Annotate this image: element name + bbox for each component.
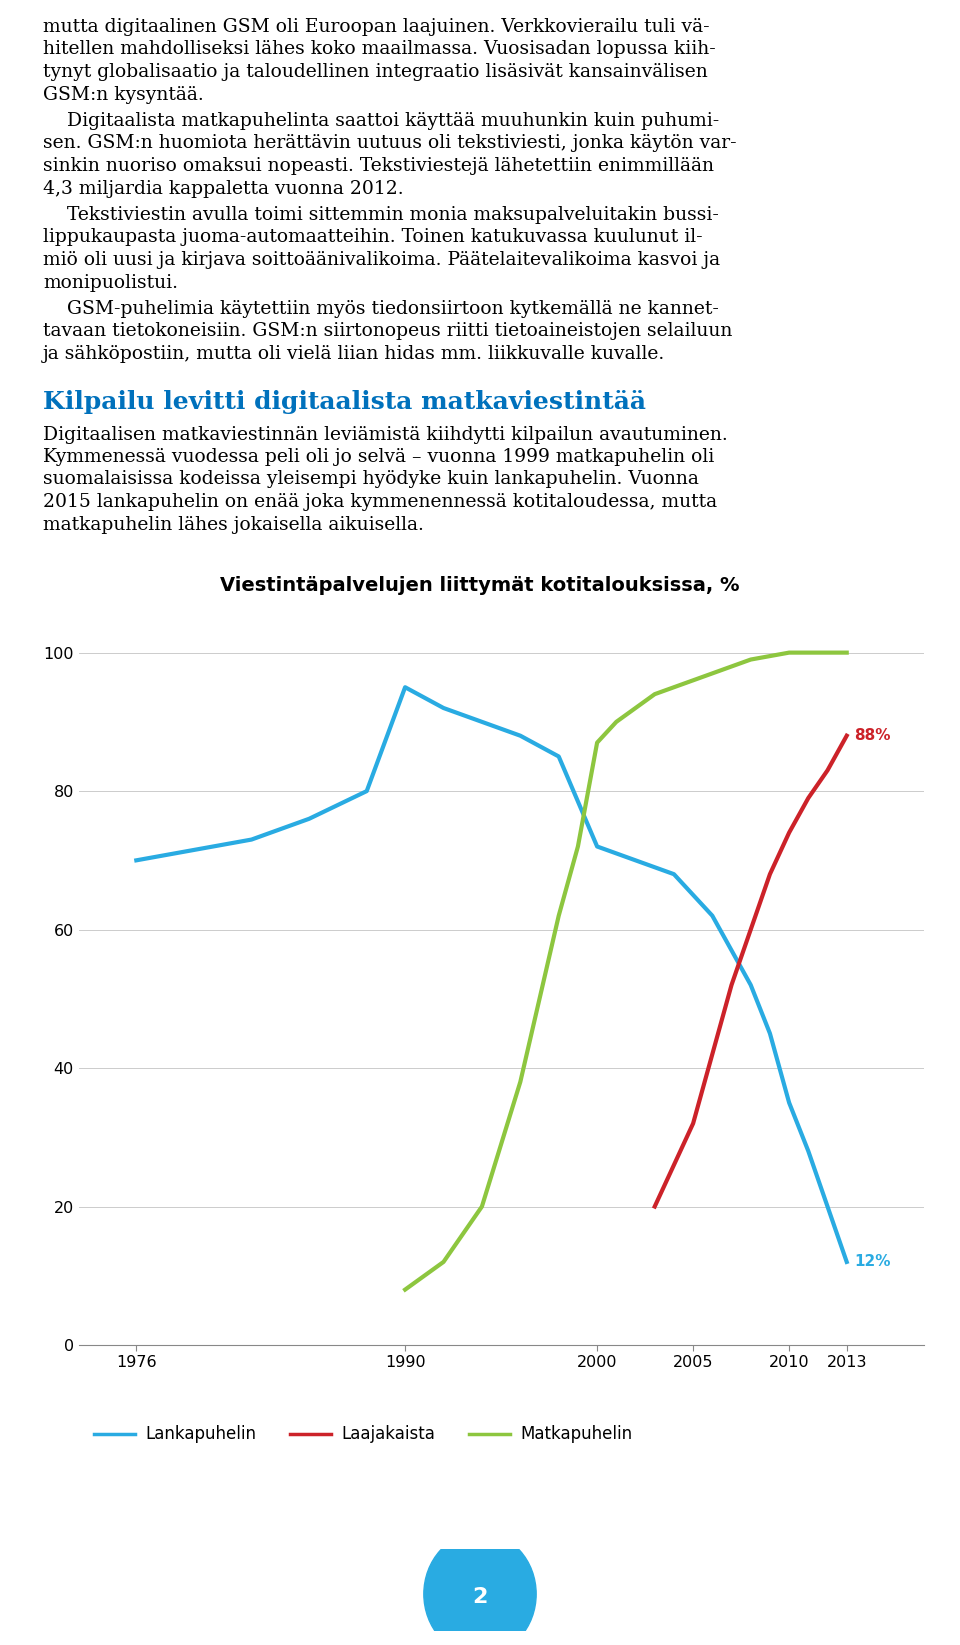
Text: matkapuhelin lähes jokaisella aikuisella.: matkapuhelin lähes jokaisella aikuisella… xyxy=(43,515,424,533)
Text: 2015 lankapuhelin on enää joka kymmenennessä kotitaloudessa, mutta: 2015 lankapuhelin on enää joka kymmenenn… xyxy=(43,494,717,512)
Text: tavaan tietokoneisiin. GSM:n siirtonopeus riitti tietoaineistojen selailuun: tavaan tietokoneisiin. GSM:n siirtonopeu… xyxy=(43,322,732,341)
Text: mutta digitaalinen GSM oli Euroopan laajuinen. Verkkovierailu tuli vä-: mutta digitaalinen GSM oli Euroopan laaj… xyxy=(43,18,709,36)
Text: ja sähköpostiin, mutta oli vielä liian hidas mm. liikkuvalle kuvalle.: ja sähköpostiin, mutta oli vielä liian h… xyxy=(43,345,665,364)
Text: sen. GSM:n huomiota herättävin uutuus oli tekstiviesti, jonka käytön var-: sen. GSM:n huomiota herättävin uutuus ol… xyxy=(43,135,737,153)
Text: miö oli uusi ja kirjava soittoäänivalikoima. Päätelaitevalikoima kasvoi ja: miö oli uusi ja kirjava soittoäänivaliko… xyxy=(43,252,720,270)
Legend: Lankapuhelin, Laajakaista, Matkapuhelin: Lankapuhelin, Laajakaista, Matkapuhelin xyxy=(87,1418,639,1451)
Text: lippukaupasta juoma-automaatteihin. Toinen katukuvassa kuulunut il-: lippukaupasta juoma-automaatteihin. Toin… xyxy=(43,229,703,247)
Text: tynyt globalisaatio ja taloudellinen integraatio lisäsivät kansainvälisen: tynyt globalisaatio ja taloudellinen int… xyxy=(43,63,708,81)
Text: Viestintäpalvelujen liittymät kotitalouksissa, %: Viestintäpalvelujen liittymät kotitalouk… xyxy=(220,576,740,595)
Ellipse shape xyxy=(423,1533,536,1645)
Text: 2: 2 xyxy=(472,1586,488,1607)
Text: Digitaalisen matkaviestinnän leviämistä kiihdytti kilpailun avautuminen.: Digitaalisen matkaviestinnän leviämistä … xyxy=(43,426,728,444)
Text: Kymmenessä vuodessa peli oli jo selvä – vuonna 1999 matkapuhelin oli: Kymmenessä vuodessa peli oli jo selvä – … xyxy=(43,447,714,466)
Text: GSM:n kysyntää.: GSM:n kysyntää. xyxy=(43,86,204,104)
Text: 88%: 88% xyxy=(854,729,891,744)
Text: suomalaisissa kodeissa yleisempi hyödyke kuin lankapuhelin. Vuonna: suomalaisissa kodeissa yleisempi hyödyke… xyxy=(43,470,699,489)
Text: Digitaalista matkapuhelinta saattoi käyttää muuhunkin kuin puhumi-: Digitaalista matkapuhelinta saattoi käyt… xyxy=(43,112,719,130)
Text: hitellen mahdolliseksi lähes koko maailmassa. Vuosisadan lopussa kiih-: hitellen mahdolliseksi lähes koko maailm… xyxy=(43,41,716,59)
Text: monipuolistui.: monipuolistui. xyxy=(43,273,179,291)
Text: Tekstiviestin avulla toimi sittemmin monia maksupalveluitakin bussi-: Tekstiviestin avulla toimi sittemmin mon… xyxy=(43,206,719,224)
Text: sinkin nuoriso omaksui nopeasti. Tekstiviestejä lähetettiin enimmillään: sinkin nuoriso omaksui nopeasti. Tekstiv… xyxy=(43,156,714,174)
Text: GSM-puhelimia käytettiin myös tiedonsiirtoon kytkemällä ne kannet-: GSM-puhelimia käytettiin myös tiedonsiir… xyxy=(43,299,719,317)
Text: Kilpailu levitti digitaalista matkaviestintää: Kilpailu levitti digitaalista matkaviest… xyxy=(43,390,646,413)
Text: 12%: 12% xyxy=(854,1255,891,1270)
Text: 4,3 miljardia kappaletta vuonna 2012.: 4,3 miljardia kappaletta vuonna 2012. xyxy=(43,179,404,197)
